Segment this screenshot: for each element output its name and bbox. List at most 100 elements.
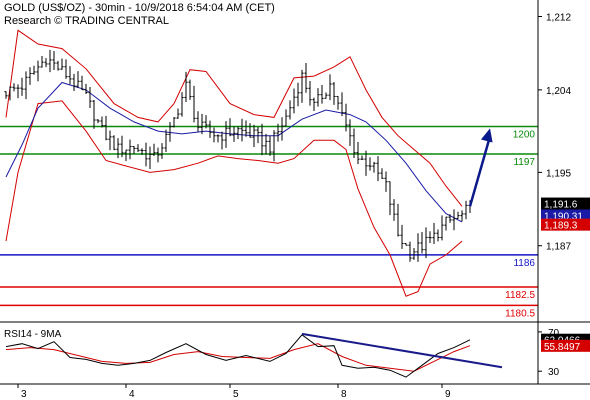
price-bar xyxy=(308,81,312,106)
price-bar xyxy=(128,139,132,160)
price-bar xyxy=(260,123,264,156)
price-bar xyxy=(224,121,228,148)
price-bar xyxy=(204,115,208,129)
price-bar xyxy=(284,109,288,127)
price-tag: 1,191.6 xyxy=(541,197,590,211)
price-bar xyxy=(108,130,112,151)
time-axis-label: 9 xyxy=(445,389,451,400)
price-bar xyxy=(156,147,160,163)
price-bar xyxy=(196,111,200,132)
price-bar xyxy=(268,135,272,156)
price-bar xyxy=(176,108,180,119)
price-bar xyxy=(360,155,364,160)
price-bar xyxy=(76,71,80,88)
chart-title: GOLD (US$/OZ) - 30min - 10/9/2018 6:54:0… xyxy=(4,2,275,14)
price-bar xyxy=(112,135,116,151)
price-bar xyxy=(408,241,412,262)
rsi-tag-bg xyxy=(541,339,590,352)
time-axis-label: 5 xyxy=(233,389,239,400)
price-bar xyxy=(312,97,316,111)
price-bar xyxy=(140,148,144,155)
price-bar xyxy=(16,84,20,99)
chart-frame xyxy=(0,0,590,385)
price-bar xyxy=(184,71,188,102)
price-bar xyxy=(4,91,8,99)
price-bar xyxy=(364,150,368,176)
price-bar xyxy=(320,85,324,104)
price-bar xyxy=(324,92,328,99)
price-bar xyxy=(232,126,236,142)
price-bar xyxy=(404,243,408,246)
price-bar xyxy=(168,121,172,142)
price-bar xyxy=(392,199,396,221)
price-bar xyxy=(172,117,176,128)
time-axis-label: 3 xyxy=(21,389,27,400)
time-axis-label: 8 xyxy=(341,389,347,400)
price-bar xyxy=(84,83,88,94)
price-tag-label: 1,189.3 xyxy=(544,221,578,232)
price-bar xyxy=(212,127,216,143)
price-bar xyxy=(412,247,416,260)
rsi-axis-label: 70 xyxy=(548,328,560,339)
price-bar xyxy=(332,81,336,105)
price-bar xyxy=(144,142,148,167)
level-label-1186: 1186 xyxy=(513,258,535,269)
price-bar xyxy=(124,149,128,162)
price-panel: 1200 1197 1186 1182.5 1180.5 1,212 1,204 1,195 1… xyxy=(0,13,590,319)
price-bar xyxy=(96,119,100,124)
price-bar xyxy=(72,73,76,91)
price-bar xyxy=(460,210,464,222)
price-bar xyxy=(60,58,64,70)
price-axis-label: 1,204 xyxy=(546,86,571,97)
price-tag-bg xyxy=(541,197,590,210)
forecast-arrow-head xyxy=(480,128,493,143)
rsi-tag-label: 55.8497 xyxy=(544,342,581,353)
price-bar xyxy=(420,232,424,254)
price-bar xyxy=(64,59,68,79)
price-bar xyxy=(428,231,432,243)
price-bar xyxy=(292,88,296,114)
rsi-panel: RSI14 - 9MA703062.046655.8497 xyxy=(4,328,590,378)
price-bar xyxy=(304,63,308,93)
price-bar xyxy=(132,146,136,154)
price-bar xyxy=(344,103,348,132)
price-bar xyxy=(264,133,268,155)
price-bar xyxy=(180,92,184,117)
price-bar xyxy=(348,119,352,146)
price-bar xyxy=(68,66,72,85)
rsi-title: RSI14 - 9MA xyxy=(4,329,62,340)
price-bar xyxy=(248,123,252,138)
price-bar xyxy=(280,117,284,141)
price-bar xyxy=(452,209,456,231)
level-label-1180.5: 1180.5 xyxy=(505,308,535,319)
bollinger-upper-line xyxy=(5,29,463,207)
price-bar xyxy=(52,51,56,71)
price-bar xyxy=(80,75,84,91)
price-bar xyxy=(192,85,196,123)
price-bar xyxy=(148,146,152,170)
price-bar xyxy=(388,181,392,216)
price-bar xyxy=(164,129,168,152)
price-bar xyxy=(12,83,16,92)
price-bar xyxy=(236,126,240,140)
price-bar xyxy=(136,144,140,153)
price-bar xyxy=(36,60,40,82)
price-bar xyxy=(416,233,420,262)
price-bar xyxy=(88,87,92,108)
price-tag-label: 1,190.31 xyxy=(544,211,583,222)
price-bar xyxy=(372,161,376,173)
price-bar xyxy=(336,95,340,110)
price-bar xyxy=(440,215,444,241)
bollinger-lower-line xyxy=(5,100,463,297)
price-bar xyxy=(380,168,384,179)
price-bar xyxy=(200,113,204,135)
price-bar xyxy=(56,60,60,71)
level-label-1200: 1200 xyxy=(513,130,536,141)
price-bar xyxy=(100,116,104,128)
price-bar xyxy=(464,200,468,220)
price-bar xyxy=(216,134,220,143)
chart-source: Research © TRADING CENTRAL xyxy=(4,15,169,27)
time-axis-label: 4 xyxy=(129,389,135,400)
price-bar xyxy=(276,123,280,142)
